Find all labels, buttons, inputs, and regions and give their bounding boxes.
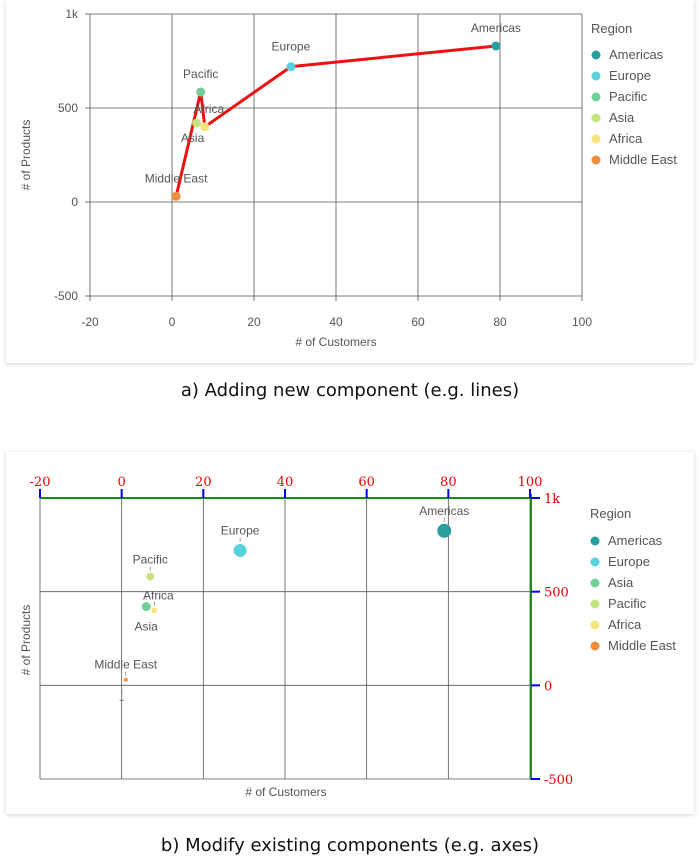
caption-a: a) Adding new component (e.g. lines)	[180, 380, 520, 401]
y-tick-label: 0	[71, 195, 78, 209]
legend-title: Region	[590, 506, 631, 521]
legend-title: Region	[591, 21, 632, 36]
x-tick-label: -20	[81, 315, 99, 329]
y-tick-label: -500	[544, 773, 573, 788]
x-tick-label: 80	[493, 315, 507, 329]
legend-marker-pacific	[591, 92, 601, 102]
caption-b: b) Modify existing components (e.g. axes…	[160, 835, 540, 856]
point-pacific	[196, 87, 206, 97]
point-label-africa: Africa	[143, 588, 174, 602]
legend-label-africa: Africa	[608, 617, 642, 632]
point-label-europe: Europe	[272, 40, 311, 54]
x-tick-label: 0	[169, 315, 176, 329]
point-europe	[233, 543, 247, 557]
point-asia	[141, 602, 151, 612]
chart-panel-b	[6, 452, 694, 814]
x-tick-label: 100	[518, 475, 543, 490]
x-tick-label: 60	[411, 315, 425, 329]
point-label-asia: Asia	[181, 131, 205, 145]
point-label-asia: Asia	[134, 620, 158, 634]
legend-label-asia: Asia	[609, 110, 635, 125]
legend-label-middle-east: Middle East	[608, 638, 676, 653]
x-tick-label: 20	[195, 475, 212, 490]
y-tick-label: 0	[544, 679, 552, 694]
point-label-middle-east: Middle East	[94, 658, 157, 672]
point-africa	[151, 607, 158, 614]
chart-a: -20 0 20 40 60 80 100 1k 500 0 -500 # of Customers #…	[19, 7, 677, 349]
legend-marker-middle-east	[590, 641, 600, 651]
legend-marker-middle-east	[591, 155, 601, 165]
y-tick-label: 500	[58, 101, 78, 115]
legend-marker-americas	[591, 50, 601, 60]
legend-label-americas: Americas	[608, 533, 663, 548]
legend-marker-europe	[590, 557, 600, 567]
point-americas	[491, 41, 501, 51]
legend-label-asia: Asia	[608, 575, 634, 590]
point-label-pacific: Pacific	[183, 67, 218, 81]
legend-marker-americas	[590, 536, 600, 546]
point-label-europe: Europe	[221, 523, 260, 537]
point-americas	[437, 523, 452, 538]
legend-label-africa: Africa	[609, 131, 643, 146]
legend-marker-asia	[591, 113, 601, 123]
point-label-americas: Americas	[471, 21, 521, 35]
point-africa	[200, 122, 210, 132]
x-tick-label: 100	[572, 315, 592, 329]
point-pacific	[146, 572, 155, 581]
y-tick-label: 1k	[65, 7, 79, 21]
x-tick-label: 40	[277, 475, 294, 490]
point-middle-east	[171, 191, 181, 201]
legend-marker-asia	[590, 578, 600, 588]
legend-marker-africa	[591, 134, 601, 144]
x-tick-label: 80	[440, 475, 457, 490]
legend-label-pacific: Pacific	[609, 89, 648, 104]
y-tick-label: -500	[54, 289, 78, 303]
y-tick-label: 1k	[544, 492, 560, 507]
legend-label-middle-east: Middle East	[609, 152, 677, 167]
legend-marker-pacific	[590, 599, 600, 609]
x-tick-label: 20	[247, 315, 261, 329]
legend-marker-africa	[590, 620, 600, 630]
point-label-africa: Africa	[193, 102, 224, 116]
x-tick-label: 0	[118, 475, 126, 490]
point-middle-east	[123, 677, 128, 682]
legend-label-europe: Europe	[608, 554, 650, 569]
legend-marker-europe	[591, 71, 601, 81]
point-asia	[192, 118, 202, 128]
legend-label-europe: Europe	[609, 68, 651, 83]
y-axis-label: # of Products	[19, 120, 33, 191]
x-axis-label: # of Customers	[245, 785, 326, 799]
y-axis-label: # of Products	[19, 605, 33, 676]
legend-label-pacific: Pacific	[608, 596, 647, 611]
point-label-americas: Americas	[419, 504, 469, 518]
x-axis-label: # of Customers	[295, 335, 376, 349]
point-europe	[286, 62, 296, 72]
x-tick-label: 40	[329, 315, 343, 329]
y-tick-label: 500	[544, 586, 569, 601]
x-tick-label: -20	[30, 475, 51, 490]
point-label-middle-east: Middle East	[145, 171, 208, 185]
point-label-pacific: Pacific	[133, 553, 168, 567]
x-tick-label: 60	[358, 475, 375, 490]
legend-label-americas: Americas	[609, 47, 664, 62]
